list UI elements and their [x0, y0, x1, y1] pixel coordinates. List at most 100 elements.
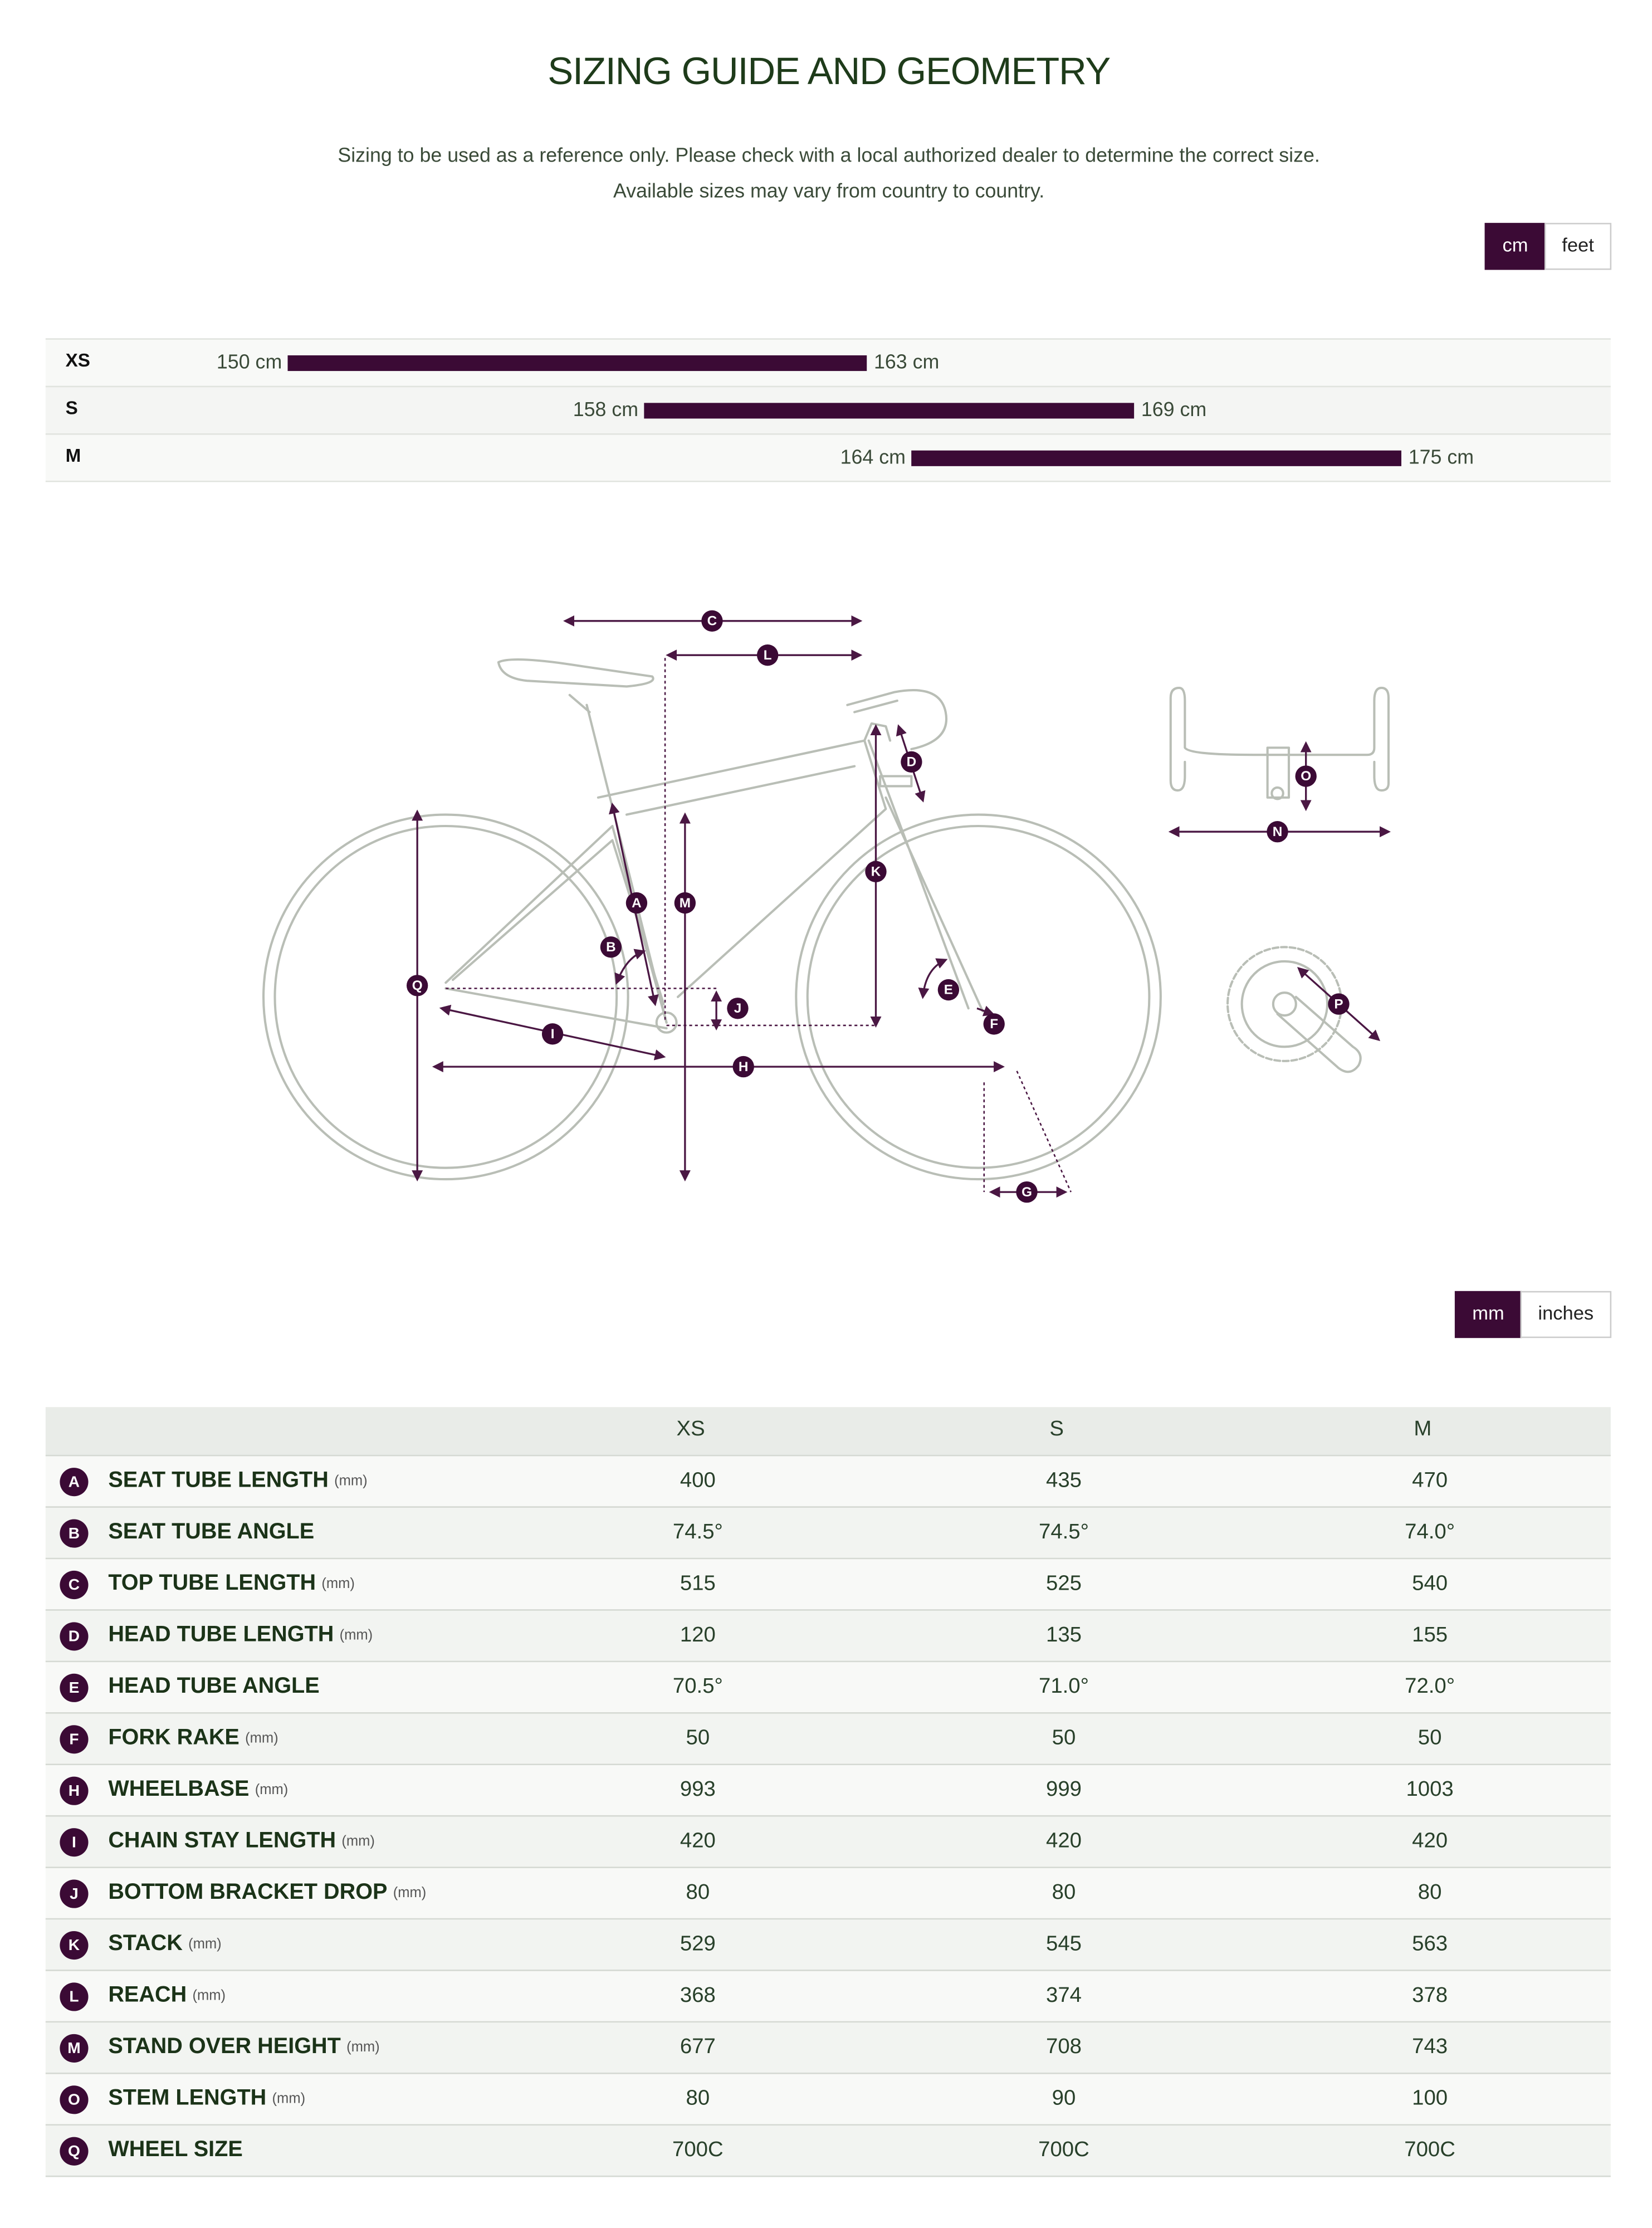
marker-letter: F [990, 1017, 998, 1032]
cell-value: 515 [680, 1571, 716, 1595]
toggle-label[interactable]: cm [1503, 234, 1528, 256]
cell-value: 700C [672, 2137, 724, 2161]
column-header: XS [677, 1416, 705, 1440]
row-label: STEM LENGTH (mm) [108, 2085, 305, 2110]
range-min-label: 164 cm [840, 446, 906, 468]
label-text: HEAD TUBE ANGLE [108, 1674, 319, 1698]
key-badge [60, 1879, 89, 1908]
table-row [45, 1816, 1611, 1868]
row-label: TOP TUBE LENGTH (mm) [108, 1571, 355, 1595]
toggle-button[interactable]: inches [1520, 1291, 1612, 1338]
marker-letter: K [871, 864, 881, 880]
cell-value: 155 [1412, 1623, 1448, 1646]
marker-letter: G [1021, 1185, 1032, 1200]
cell-value: 999 [1046, 1777, 1082, 1801]
toggle-bg[interactable] [1520, 1291, 1612, 1338]
column-header: M [1414, 1416, 1431, 1440]
cell-value: 708 [1046, 2034, 1082, 2058]
cell-value: 72.0° [1405, 1674, 1455, 1698]
unit-text: (mm) [346, 2039, 380, 2055]
label-text: BOTTOM BRACKET DROP [108, 1879, 387, 1904]
unit-text: (mm) [245, 1730, 278, 1746]
label-text: WHEEL SIZE [108, 2137, 242, 2161]
marker-letter: H [739, 1059, 749, 1074]
toggle-label[interactable]: feet [1562, 234, 1594, 256]
marker-dot [756, 644, 779, 666]
range-max-label: 175 cm [1409, 446, 1474, 468]
cell-value: 80 [686, 2086, 710, 2110]
unit-text: (mm) [272, 2090, 306, 2106]
cell-value: 677 [680, 2034, 716, 2058]
row-label: HEAD TUBE ANGLE [108, 1674, 319, 1698]
cell-value: 420 [680, 1829, 716, 1853]
marker-dot [983, 1013, 1005, 1035]
toggle-bg[interactable] [1454, 1291, 1522, 1338]
title: SIZING GUIDE AND GEOMETRY [548, 50, 1110, 92]
key-letter: D [69, 1628, 80, 1645]
marker-letter: M [680, 896, 691, 911]
table-row [45, 1661, 1611, 1713]
toggle-label[interactable]: inches [1538, 1303, 1594, 1324]
key-badge [60, 1725, 89, 1754]
cell-value: 71.0° [1039, 1674, 1089, 1698]
table-row [45, 2021, 1611, 2074]
cell-value: 90 [1052, 2086, 1076, 2110]
table-row [45, 1713, 1611, 1765]
column-header: S [1049, 1416, 1064, 1440]
table-row [45, 1610, 1611, 1662]
toggle-label[interactable]: mm [1472, 1303, 1504, 1324]
size-label: S [66, 398, 78, 419]
size-label: M [66, 446, 81, 466]
key-badge [60, 1828, 89, 1857]
cell-value: 80 [1418, 1880, 1442, 1904]
unit-text: (mm) [255, 1782, 289, 1797]
key-badge [60, 2085, 89, 2114]
toggle-button[interactable]: cm [1484, 223, 1546, 270]
key-letter: M [67, 2039, 80, 2056]
marker-dot [727, 998, 749, 1019]
cell-value: 378 [1412, 1983, 1448, 2007]
key-letter: H [69, 1782, 80, 1799]
bike-drawing [262, 615, 1391, 1198]
marker-letter: D [907, 755, 917, 770]
range-bar [644, 403, 1135, 419]
cell-value: 80 [686, 1880, 710, 1904]
row-label: STACK (mm) [108, 1931, 221, 1956]
key-badge [60, 1931, 89, 1960]
cell-value: 529 [680, 1931, 716, 1955]
marker-dot [1328, 993, 1350, 1015]
cell-value: 80 [1052, 1880, 1076, 1904]
table-row [45, 1919, 1611, 1971]
cell-value: 374 [1046, 1983, 1082, 2007]
key-badge [60, 1570, 89, 1600]
row-label: WHEEL SIZE [108, 2137, 242, 2161]
marker-dot [1295, 765, 1317, 787]
key-letter: Q [68, 2142, 80, 2159]
toggle-bg[interactable] [1544, 223, 1612, 270]
table-row [45, 2124, 1611, 2177]
table-row [45, 1867, 1611, 1919]
key-letter: F [69, 1730, 79, 1747]
unit-text: (mm) [192, 1987, 226, 2003]
note: Available sizes may vary from country to… [613, 180, 1044, 202]
marker-letter: N [1273, 824, 1283, 839]
unit-text: (mm) [188, 1936, 222, 1952]
toggle-bg[interactable] [1484, 223, 1546, 270]
table-row [45, 1558, 1611, 1610]
row-label: SEAT TUBE LENGTH (mm) [108, 1468, 367, 1492]
key-badge [60, 2034, 89, 2063]
toggle-button[interactable]: feet [1544, 223, 1612, 270]
cell-value: 743 [1412, 2034, 1448, 2058]
marker-letter: L [764, 648, 772, 663]
key-letter: C [69, 1576, 80, 1593]
marker-letter: J [734, 1001, 742, 1016]
cell-value: 563 [1412, 1931, 1448, 1955]
toggle-button[interactable]: mm [1454, 1291, 1522, 1338]
marker-dot [406, 975, 428, 996]
row-label: WHEELBASE (mm) [108, 1776, 288, 1801]
cell-value: 120 [680, 1623, 716, 1646]
key-badge [60, 1519, 89, 1548]
cell-value: 470 [1412, 1468, 1448, 1492]
key-badge [60, 1776, 89, 1805]
